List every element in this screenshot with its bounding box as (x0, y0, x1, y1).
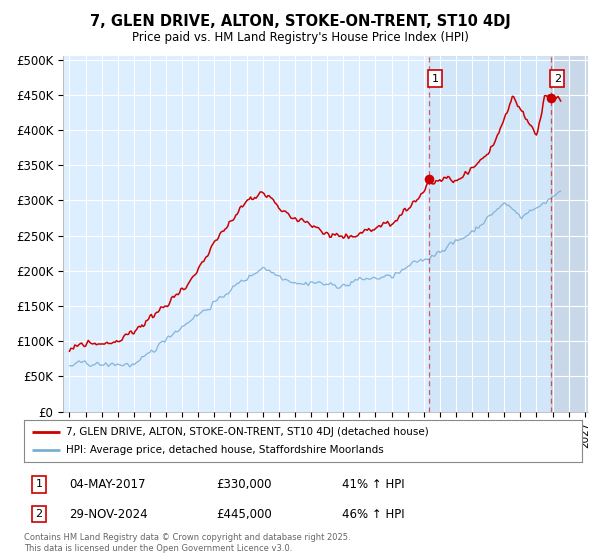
Text: 1: 1 (432, 73, 439, 83)
Text: 7, GLEN DRIVE, ALTON, STOKE-ON-TRENT, ST10 4DJ (detached house): 7, GLEN DRIVE, ALTON, STOKE-ON-TRENT, ST… (66, 427, 428, 437)
Bar (430, 56, 551, 412)
Text: £330,000: £330,000 (216, 478, 271, 491)
Text: Contains HM Land Registry data © Crown copyright and database right 2025.
This d: Contains HM Land Registry data © Crown c… (24, 533, 350, 553)
Text: 04-MAY-2017: 04-MAY-2017 (69, 478, 146, 491)
Text: £445,000: £445,000 (216, 507, 272, 521)
Text: 29-NOV-2024: 29-NOV-2024 (69, 507, 148, 521)
Text: Price paid vs. HM Land Registry's House Price Index (HPI): Price paid vs. HM Land Registry's House … (131, 31, 469, 44)
Text: 1: 1 (35, 479, 43, 489)
Text: 41% ↑ HPI: 41% ↑ HPI (342, 478, 404, 491)
Text: 7, GLEN DRIVE, ALTON, STOKE-ON-TRENT, ST10 4DJ: 7, GLEN DRIVE, ALTON, STOKE-ON-TRENT, ST… (89, 14, 511, 29)
Text: 46% ↑ HPI: 46% ↑ HPI (342, 507, 404, 521)
Text: 2: 2 (554, 73, 561, 83)
Bar (551, 56, 588, 412)
Bar (551, 56, 588, 412)
Text: HPI: Average price, detached house, Staffordshire Moorlands: HPI: Average price, detached house, Staf… (66, 445, 383, 455)
Text: 2: 2 (35, 509, 43, 519)
